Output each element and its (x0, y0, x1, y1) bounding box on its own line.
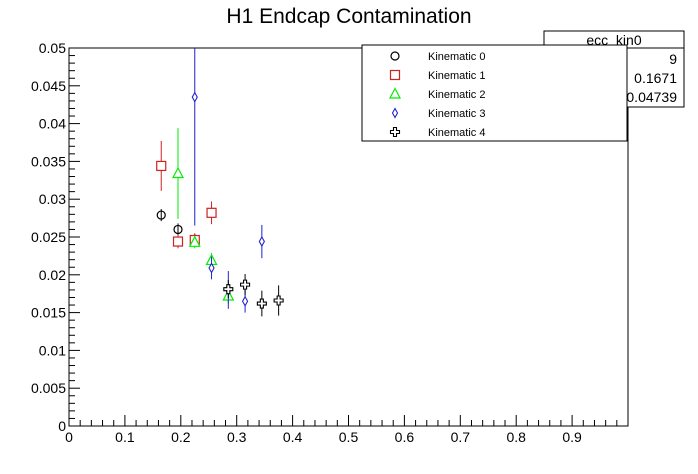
x-tick-label: 0.5 (339, 429, 359, 445)
axes: 0 0.1 0.2 0.3 0.4 0.5 0.6 0.7 0.8 0.9 0 0.005 0.01 0.… (31, 40, 618, 445)
triangle-marker (188, 235, 201, 247)
y-tick-label: 0.015 (31, 305, 66, 321)
square-marker (389, 69, 401, 81)
circle-marker (390, 51, 400, 61)
series-4 (223, 274, 284, 317)
series-3 (191, 48, 265, 313)
stats-value: 9 (669, 51, 677, 67)
diamond-marker (241, 295, 249, 307)
square-marker (172, 236, 184, 247)
circle-marker (173, 224, 183, 235)
series-1 (156, 140, 217, 249)
y-tick-label: 0.04 (39, 116, 66, 132)
cross-marker (256, 298, 267, 309)
diamond-marker (208, 262, 215, 274)
x-tick-label: 0.8 (506, 429, 526, 445)
x-tick-label: 0.4 (283, 429, 303, 445)
cross-marker (273, 295, 284, 306)
triangle-marker (172, 166, 184, 179)
y-tick-label: 0.02 (39, 267, 66, 283)
y-tick-label: 0.025 (31, 229, 66, 245)
legend-frame (361, 44, 628, 142)
y-tick-label: 0 (58, 418, 66, 434)
stats-value: 0.1671 (634, 70, 677, 86)
legend-entry: Kinematic 3 (391, 107, 485, 120)
diamond-marker (391, 107, 399, 119)
y-tick-label: 0.045 (31, 78, 66, 94)
diamond-marker (258, 235, 265, 248)
legend-entry: Kinematic 4 (389, 126, 485, 139)
x-tick-label: 0 (65, 429, 73, 445)
y-tick-label: 0.01 (39, 342, 66, 358)
x-tick-label: 0.7 (451, 429, 471, 445)
legend-label: Kinematic 3 (428, 108, 485, 120)
legend-label: Kinematic 4 (428, 127, 485, 139)
legend-label: Kinematic 1 (428, 70, 485, 82)
diamond-marker (191, 91, 198, 103)
data-points (156, 48, 284, 317)
cross-marker (223, 284, 234, 295)
y-tick-label: 0.035 (31, 153, 66, 169)
x-tick-label: 0.3 (227, 429, 247, 445)
y-tick-label: 0.005 (31, 380, 66, 396)
stats-box-title: ecc_kin0 (586, 32, 641, 48)
legend-entry: Kinematic 2 (389, 87, 485, 101)
x-tick-label: 0.1 (115, 429, 135, 445)
legend-label: Kinematic 0 (428, 51, 485, 63)
circle-marker (156, 210, 166, 220)
legend-entry: Kinematic 1 (389, 69, 485, 82)
legend: Kinematic 0 Kinematic 1 Kinematic 2 Kinemat… (361, 44, 628, 142)
legend-label: Kinematic 2 (428, 89, 485, 101)
x-tick-label: 0.9 (562, 429, 582, 445)
chart-title: H1 Endcap Contamination (226, 5, 471, 28)
series-2 (172, 128, 235, 304)
legend-entry: Kinematic 0 (390, 51, 485, 63)
x-tick-label: 0.2 (171, 429, 191, 445)
square-marker (206, 207, 217, 218)
square-marker (156, 160, 167, 172)
y-tick-label: 0.05 (39, 40, 66, 56)
cross-marker (240, 279, 251, 290)
y-tick-label: 0.03 (39, 191, 66, 207)
triangle-marker (389, 87, 401, 99)
stats-value: 0.04739 (626, 89, 677, 105)
cross-marker (389, 126, 401, 138)
x-tick-label: 0.6 (395, 429, 415, 445)
